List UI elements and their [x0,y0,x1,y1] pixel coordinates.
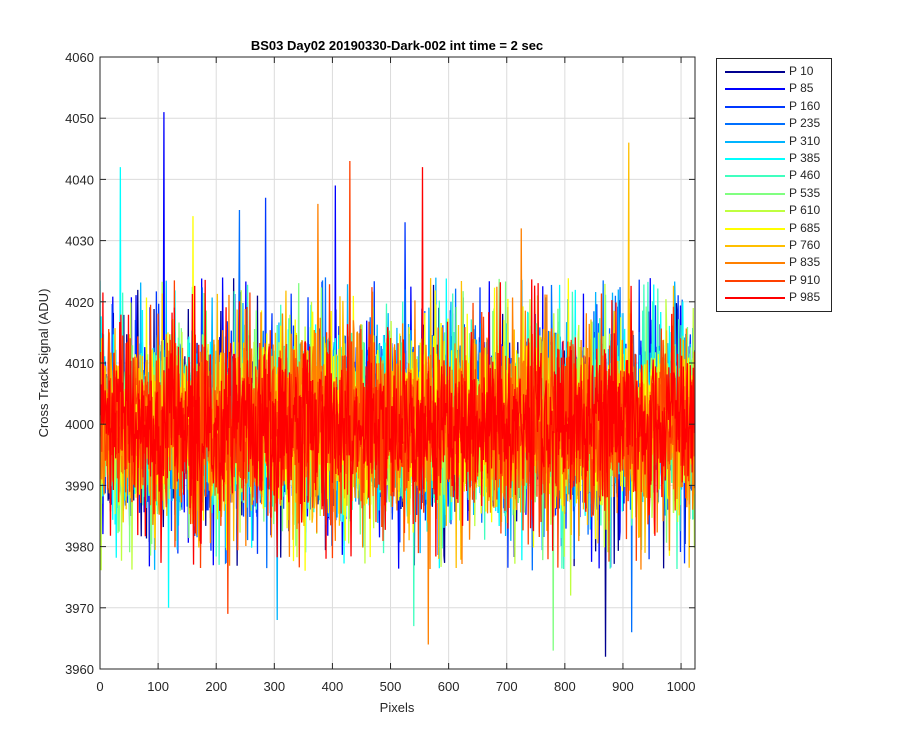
legend-swatch [725,297,785,300]
axis-ticks: 0 100 200 300 400 500 600 700 800 900 1000 3960 3970… [65,50,695,694]
x-tick-label: 700 [496,679,518,694]
y-tick-label: 4050 [65,111,94,126]
x-axis-label: Pixels [380,700,415,715]
legend-item: P 910 [717,272,831,289]
x-tick-label: 100 [147,679,169,694]
chart-title: BS03 Day02 20190330-Dark-002 int time = … [251,38,543,53]
legend-swatch [725,140,785,143]
legend-swatch [725,175,785,178]
legend-swatch [725,158,785,160]
legend-swatch [725,71,785,73]
legend-item: P 760 [717,237,831,254]
legend-item: P 535 [717,185,831,202]
y-axis-label: Cross Track Signal (ADU) [36,289,51,438]
legend-swatch [725,262,785,265]
x-tick-label: 600 [438,679,460,694]
legend-item: P 835 [717,254,831,271]
y-tick-label: 4030 [65,234,94,249]
legend-label: P 835 [789,255,821,270]
y-tick-label: 3960 [65,662,94,677]
legend-label: P 10 [789,64,814,78]
y-tick-label: 3970 [65,601,94,616]
y-tick-label: 3980 [65,540,94,555]
x-tick-label: 500 [380,679,402,694]
y-tick-label: 4060 [65,50,94,65]
legend-label: P 685 [789,220,821,235]
legend-swatch [725,88,785,91]
y-tick-label: 4010 [65,356,94,371]
legend-label: P 235 [789,116,821,131]
legend-label: P 610 [789,203,821,218]
legend-swatch [725,210,785,213]
x-tick-label: 800 [554,679,576,694]
series-line [100,167,695,565]
legend-item: P 10 [717,63,831,80]
legend-item: P 460 [717,167,831,184]
x-tick-label: 200 [205,679,227,694]
legend-label: P 85 [789,81,814,96]
x-tick-label: 1000 [667,679,696,694]
legend-item: P 160 [717,98,831,115]
legend-label: P 385 [789,151,821,165]
legend-swatch [725,105,785,108]
legend-label: P 160 [789,98,821,113]
legend-item: P 310 [717,133,831,150]
legend-swatch [725,192,785,195]
legend-label: P 760 [789,238,821,252]
legend-swatch [725,123,785,126]
legend-item: P 610 [717,202,831,219]
series-lines [100,112,695,657]
legend-label: P 460 [789,168,821,183]
legend-label: P 910 [789,272,821,287]
y-tick-label: 4000 [65,417,94,432]
legend-item: P 85 [717,80,831,97]
legend-item: P 685 [717,220,831,237]
legend-label: P 535 [789,185,821,200]
legend-item: P 985 [717,289,831,306]
legend-swatch [725,279,785,282]
legend-label: P 985 [789,290,821,305]
legend-label: P 310 [789,133,821,148]
x-tick-label: 300 [263,679,285,694]
x-tick-label: 0 [96,679,103,694]
legend: P 10 P 85 P 160 P 235 P 310 P 385 P 460 P 535 P … [716,58,832,312]
legend-swatch [725,245,785,247]
legend-swatch [725,227,785,230]
x-tick-label: 900 [612,679,634,694]
y-tick-label: 4040 [65,172,94,187]
legend-item: P 235 [717,115,831,132]
y-tick-label: 4020 [65,295,94,310]
legend-item: P 385 [717,150,831,167]
y-tick-label: 3990 [65,478,94,493]
x-tick-label: 400 [322,679,344,694]
